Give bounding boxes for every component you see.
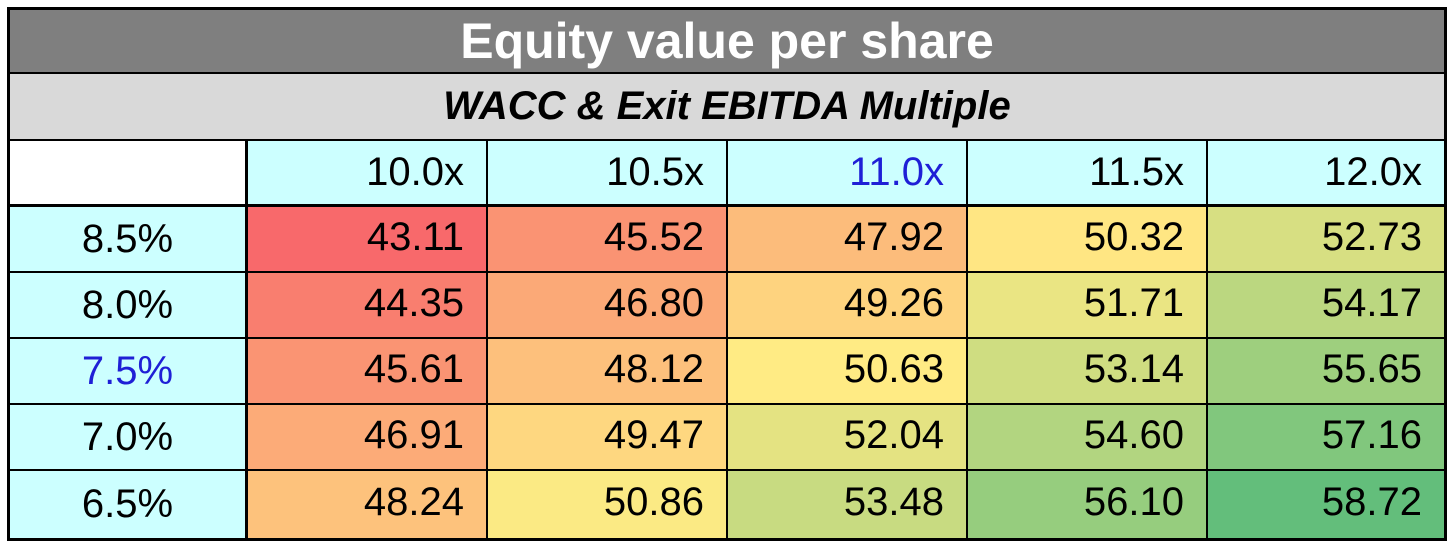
value-cell: 47.92 xyxy=(728,207,968,273)
value-cell: 56.10 xyxy=(968,471,1208,538)
row-header-8-5pct: 8.5% xyxy=(10,207,248,273)
value-cell: 46.80 xyxy=(488,273,728,339)
row-header-7-0pct: 7.0% xyxy=(10,405,248,471)
value-cell: 58.72 xyxy=(1208,471,1444,538)
table-title: Equity value per share xyxy=(10,10,1444,74)
value-cell: 50.86 xyxy=(488,471,728,538)
column-header-12-0x: 12.0x xyxy=(1208,141,1444,207)
column-header-11-0x: 11.0x xyxy=(728,141,968,207)
value-cell: 45.52 xyxy=(488,207,728,273)
row-header-8-0pct: 8.0% xyxy=(10,273,248,339)
value-cell: 54.60 xyxy=(968,405,1208,471)
value-cell: 53.48 xyxy=(728,471,968,538)
row-header-6-5pct: 6.5% xyxy=(10,471,248,538)
sensitivity-grid: 10.0x 10.5x 11.0x 11.5x 12.0x 8.5% 43.11 45.52 4… xyxy=(10,141,1444,538)
value-cell: 48.24 xyxy=(248,471,488,538)
value-cell: 52.73 xyxy=(1208,207,1444,273)
value-cell: 49.47 xyxy=(488,405,728,471)
value-cell: 55.65 xyxy=(1208,339,1444,405)
value-cell: 43.11 xyxy=(248,207,488,273)
value-cell: 45.61 xyxy=(248,339,488,405)
sensitivity-table: Equity value per share WACC & Exit EBITD… xyxy=(7,7,1447,541)
corner-cell xyxy=(10,141,248,207)
value-cell: 57.16 xyxy=(1208,405,1444,471)
value-cell: 50.63 xyxy=(728,339,968,405)
value-cell: 52.04 xyxy=(728,405,968,471)
value-cell: 44.35 xyxy=(248,273,488,339)
column-header-11-5x: 11.5x xyxy=(968,141,1208,207)
column-header-10-0x: 10.0x xyxy=(248,141,488,207)
value-cell: 49.26 xyxy=(728,273,968,339)
value-cell: 48.12 xyxy=(488,339,728,405)
row-header-7-5pct: 7.5% xyxy=(10,339,248,405)
value-cell: 54.17 xyxy=(1208,273,1444,339)
value-cell: 46.91 xyxy=(248,405,488,471)
value-cell: 51.71 xyxy=(968,273,1208,339)
table-subtitle: WACC & Exit EBITDA Multiple xyxy=(10,74,1444,141)
column-header-10-5x: 10.5x xyxy=(488,141,728,207)
value-cell: 53.14 xyxy=(968,339,1208,405)
value-cell: 50.32 xyxy=(968,207,1208,273)
